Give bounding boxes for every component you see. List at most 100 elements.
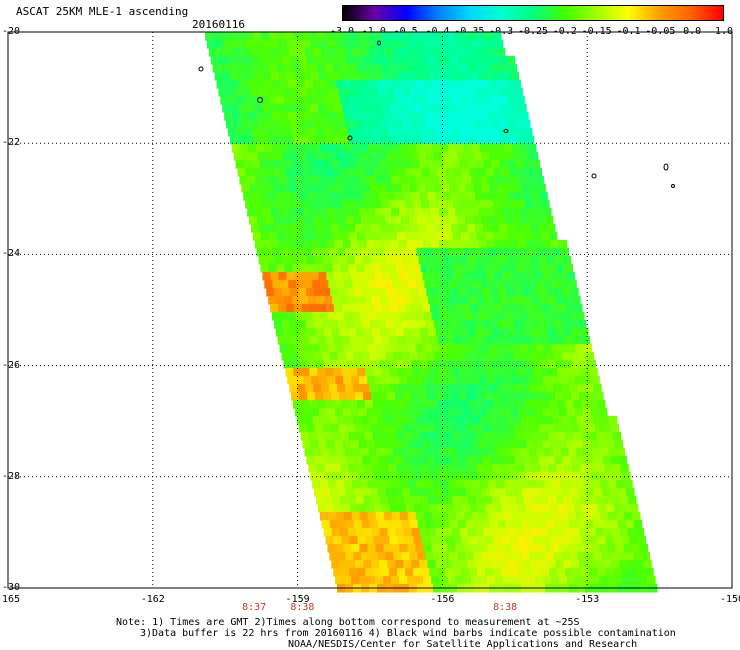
- swath-cell: [422, 272, 431, 281]
- swath-cell: [387, 160, 397, 169]
- swath-cell: [566, 272, 575, 281]
- swath-cell: [337, 216, 346, 225]
- swath-cell: [221, 32, 230, 41]
- swath-cell: [400, 48, 410, 57]
- swath-cell: [384, 480, 393, 489]
- swath-cell: [497, 320, 507, 329]
- swath-cell: [411, 360, 420, 369]
- swath-cell: [405, 504, 415, 513]
- swath-cell: [235, 160, 245, 169]
- swath-cell: [611, 560, 620, 569]
- swath-cell: [345, 520, 355, 529]
- swath-cell: [247, 144, 257, 153]
- swath-cell: [337, 320, 347, 329]
- swath-cell: [361, 216, 370, 225]
- swath-cell: [303, 208, 312, 217]
- swath-cell: [498, 256, 508, 265]
- swath-cell: [254, 40, 264, 49]
- swath-cell: [469, 168, 479, 177]
- swath-cell: [558, 304, 567, 313]
- swath-cell: [492, 432, 502, 441]
- swath-cell: [233, 152, 243, 161]
- swath-cell: [340, 232, 350, 241]
- swath-cell: [333, 136, 343, 145]
- swath-cell: [327, 376, 336, 385]
- swath-cell: [363, 360, 372, 369]
- swath-cell: [413, 200, 422, 209]
- swath-cell: [351, 344, 361, 353]
- swath-cell: [430, 440, 440, 449]
- swath-cell: [530, 456, 539, 465]
- swath-cell: [364, 232, 374, 241]
- swath-cell: [367, 344, 377, 353]
- swath-cell: [549, 400, 558, 409]
- swath-cell: [326, 472, 335, 481]
- swath-cell: [453, 336, 463, 345]
- swath-cell: [478, 408, 488, 417]
- swath-cell: [418, 88, 427, 97]
- swath-cell: [389, 200, 398, 209]
- swath-cell: [356, 232, 366, 241]
- swath-cell: [589, 536, 599, 545]
- swath-cell: [488, 280, 497, 289]
- swath-cell: [534, 240, 544, 249]
- swath-cell: [548, 264, 557, 273]
- swath-cell: [458, 88, 467, 97]
- swath-cell: [482, 488, 491, 497]
- swath-cell: [584, 448, 594, 457]
- swath-cell: [327, 344, 337, 353]
- swath-cell: [251, 160, 261, 169]
- swath-cell: [318, 104, 327, 113]
- swath-cell: [265, 184, 274, 193]
- swath-cell: [474, 56, 484, 65]
- swath-cell: [576, 416, 586, 425]
- swath-cell: [536, 280, 545, 289]
- swath-cell: [333, 168, 343, 177]
- swath-cell: [521, 352, 531, 361]
- swath-cell: [446, 40, 456, 49]
- swath-cell: [421, 168, 431, 177]
- swath-cell: [417, 184, 426, 193]
- swath-cell: [594, 456, 603, 465]
- swath-cell: [459, 160, 469, 169]
- swath-cell: [226, 88, 235, 97]
- swath-cell: [479, 576, 488, 585]
- swath-cell: [562, 488, 571, 497]
- swath-cell: [290, 120, 299, 129]
- swath-cell: [500, 464, 509, 473]
- swath-cell: [389, 32, 398, 41]
- swath-cell: [331, 560, 340, 569]
- swath-cell: [454, 304, 463, 313]
- swath-cell: [416, 80, 425, 89]
- swath-cell: [477, 200, 486, 209]
- swath-cell: [408, 280, 417, 289]
- swath-cell: [421, 400, 430, 409]
- swath-cell: [508, 232, 518, 241]
- swath-cell: [567, 312, 577, 321]
- swath-cell: [392, 448, 402, 457]
- swath-cell: [546, 224, 556, 233]
- swath-cell: [452, 232, 462, 241]
- swath-cell: [319, 376, 328, 385]
- swath-cell: [493, 536, 503, 545]
- swath-cell: [404, 232, 414, 241]
- swath-cell: [473, 216, 482, 225]
- swath-cell: [551, 344, 561, 353]
- swath-cell: [335, 512, 345, 521]
- swath-cell: [292, 296, 301, 305]
- swath-cell: [252, 96, 261, 105]
- swath-cell: [314, 424, 324, 433]
- swath-cell: [446, 408, 456, 417]
- swath-cell: [452, 64, 462, 73]
- swath-cell: [313, 320, 323, 329]
- swath-cells: [205, 32, 658, 593]
- swath-cell: [250, 224, 260, 233]
- swath-cell: [561, 552, 570, 561]
- swath-cell: [637, 536, 647, 545]
- swath-cell: [354, 224, 364, 233]
- swath-cell: [242, 56, 252, 65]
- swath-cell: [607, 512, 617, 521]
- swath-cell: [403, 160, 413, 169]
- swath-cell: [475, 496, 485, 505]
- swath-cell: [529, 552, 538, 561]
